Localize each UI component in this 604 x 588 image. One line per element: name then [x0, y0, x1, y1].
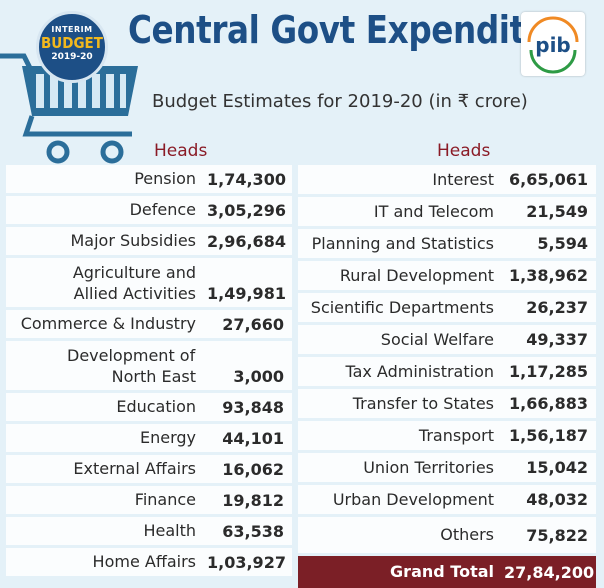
head-value: 75,822: [526, 525, 588, 545]
table-row: Major Subsidies 2,96,684: [6, 227, 292, 255]
header: INTERIM BUDGET 2019-20 Central Govt Expe…: [0, 0, 604, 164]
head-value: 1,38,962: [509, 266, 588, 285]
head-name: Commerce & Industry: [20, 314, 196, 333]
right-expenditure-table: Interest 6,65,061 IT and Telecom 21,549 …: [298, 165, 596, 588]
head-name-line-2: North East: [111, 366, 196, 386]
grand-total-label: Grand Total: [390, 562, 494, 581]
table-row: Home Affairs 1,03,927: [6, 548, 292, 576]
head-value: 16,062: [222, 459, 284, 479]
head-name: Defence: [129, 200, 196, 219]
table-row: Transport 1,56,187: [298, 421, 596, 450]
head-name: Pension: [134, 169, 196, 188]
head-value: 49,337: [526, 330, 588, 349]
head-name: Major Subsidies: [70, 231, 196, 250]
head-value: 3,000: [233, 367, 284, 386]
head-name-line-1: Agriculture and: [72, 262, 196, 282]
table-row: Urban Development 48,032: [298, 485, 596, 514]
head-value: 5,594: [537, 234, 588, 253]
head-name: Development of North East: [6, 345, 207, 387]
head-value: 6,65,061: [509, 170, 588, 189]
head-value: 27,660: [222, 314, 284, 334]
head-value: 1,74,300: [207, 169, 286, 189]
badge-line-1: INTERIM: [51, 25, 93, 34]
head-value: 19,812: [222, 490, 284, 510]
head-name: Social Welfare: [380, 329, 494, 349]
grand-total-value: 27,84,200: [504, 562, 595, 582]
head-name: Home Affairs: [92, 552, 196, 571]
table-row: Defence 3,05,296: [6, 196, 292, 224]
head-name: Finance: [134, 490, 196, 509]
head-value: 1,49,981: [207, 284, 286, 303]
left-column-heading: Heads: [154, 141, 208, 161]
badge-line-3: 2019-20: [51, 52, 93, 62]
table-row: Others 75,822: [298, 517, 596, 553]
pib-logo: pib: [521, 12, 585, 76]
table-row: Tax Administration 1,17,285: [298, 357, 596, 386]
head-name: IT and Telecom: [373, 201, 494, 221]
interim-budget-badge: INTERIM BUDGET 2019-20: [36, 11, 108, 83]
table-row: Transfer to States 1,66,883: [298, 389, 596, 418]
head-name: Health: [143, 521, 196, 540]
head-name: Planning and Statistics: [311, 233, 494, 253]
pib-logo-text: pib: [535, 33, 571, 57]
table-row: Finance 19,812: [6, 486, 292, 514]
head-name: Transport: [418, 425, 494, 445]
table-row: Health 63,538: [6, 517, 292, 545]
table-row: Agriculture and Allied Activities 1,49,9…: [6, 258, 292, 307]
head-value: 1,56,187: [509, 426, 588, 445]
head-value: 21,549: [526, 202, 588, 221]
head-name: External Affairs: [73, 459, 196, 478]
head-name-line-2: Allied Activities: [73, 283, 196, 303]
head-name: Others: [440, 525, 494, 544]
head-value: 63,538: [222, 521, 284, 541]
head-name: Energy: [139, 428, 196, 447]
table-row: Interest 6,65,061: [298, 165, 596, 194]
head-name: Agriculture and Allied Activities: [6, 262, 207, 304]
table-row: Union Territories 15,042: [298, 453, 596, 482]
table-row: Education 93,848: [6, 393, 292, 421]
head-value: 48,032: [526, 490, 588, 509]
badge-line-2: BUDGET: [41, 34, 103, 52]
head-name: Education: [116, 397, 196, 416]
head-name-line-1: Development of: [67, 345, 196, 365]
table-row: External Affairs 16,062: [6, 455, 292, 483]
head-name: Transfer to States: [352, 393, 494, 413]
head-value: 26,237: [526, 298, 588, 317]
head-value: 1,03,927: [207, 552, 286, 572]
head-name: Union Territories: [363, 457, 494, 477]
grand-total-row: Grand Total 27,84,200: [298, 556, 596, 588]
table-row: Rural Development 1,38,962: [298, 261, 596, 290]
table-row: Social Welfare 49,337: [298, 325, 596, 354]
head-name: Tax Administration: [345, 361, 494, 381]
right-column-heading: Heads: [437, 141, 491, 161]
head-value: 1,66,883: [509, 394, 588, 413]
table-row: Planning and Statistics 5,594: [298, 229, 596, 258]
table-row: Pension 1,74,300: [6, 165, 292, 193]
page-title: Central Govt Expenditure: [128, 8, 586, 52]
table-row: IT and Telecom 21,549: [298, 197, 596, 226]
table-row: Commerce & Industry 27,660: [6, 310, 292, 338]
shopping-cart-icon: [0, 53, 138, 164]
table-row: Scientific Departments 26,237: [298, 293, 596, 322]
table-row: Energy 44,101: [6, 424, 292, 452]
head-name: Urban Development: [332, 489, 494, 509]
head-name: Interest: [432, 169, 494, 189]
head-name: Scientific Departments: [310, 297, 494, 317]
head-value: 2,96,684: [207, 231, 286, 251]
head-value: 1,17,285: [509, 362, 588, 381]
head-name: Rural Development: [339, 265, 494, 285]
table-row: Development of North East 3,000: [6, 341, 292, 390]
head-value: 44,101: [222, 428, 284, 448]
head-value: 15,042: [526, 458, 588, 477]
head-value: 3,05,296: [207, 200, 286, 220]
head-value: 93,848: [222, 397, 284, 417]
subtitle: Budget Estimates for 2019-20 (in ₹ crore…: [152, 91, 528, 112]
pib-logo-icon: pib: [527, 16, 579, 74]
left-expenditure-table: Pension 1,74,300 Defence 3,05,296 Major …: [6, 165, 292, 576]
